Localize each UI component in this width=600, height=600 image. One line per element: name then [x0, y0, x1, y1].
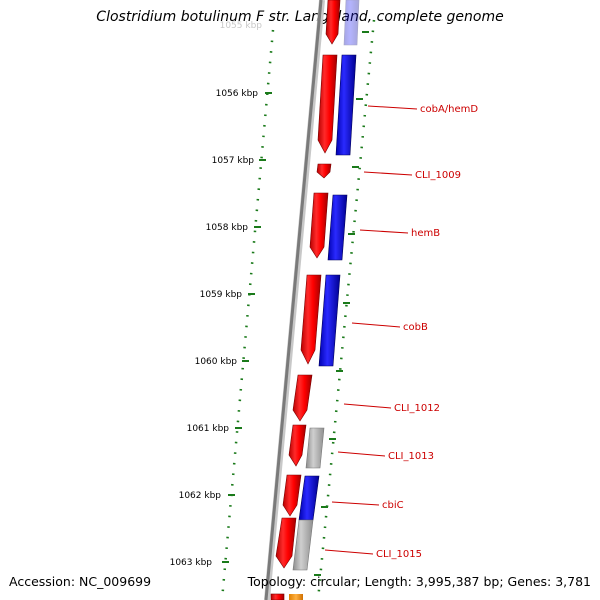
gene-arrow [316, 163, 332, 179]
cds-block [292, 519, 314, 571]
accession-text: Accession: NC_009699 [9, 574, 152, 589]
gene-arrow [275, 517, 297, 569]
gene-track [270, 0, 341, 600]
map-title: Clostridium botulinum F str. Langeland, … [96, 9, 504, 25]
kbp-label: 1057 kbp [212, 156, 255, 166]
gene-label-cli-1015: CLI_1015 [376, 549, 422, 560]
kbp-label: 1056 kbp [216, 89, 259, 99]
gene-label-cobB: cobB [403, 322, 428, 333]
cds-block [343, 0, 360, 46]
gene-label-cobA-hemD: cobA/hemD [420, 104, 478, 115]
gene-label-cli-1012: CLI_1012 [394, 403, 440, 414]
ruler-ticks [222, 31, 369, 576]
backbone [264, 0, 325, 600]
kbp-label: 1058 kbp [206, 223, 249, 233]
kbp-label: 1063 kbp [170, 558, 213, 568]
cds-block [327, 194, 348, 261]
gene-labels: cobA/hemD CLI_1009 hemB cobB CLI_1012 CL… [376, 104, 478, 560]
gene-arrow [292, 374, 313, 422]
gene-arrow [309, 192, 329, 259]
gene-arrow [300, 274, 322, 365]
gene-label-cli-1013: CLI_1013 [388, 451, 434, 462]
kbp-label: 1061 kbp [187, 424, 230, 434]
gene-leaders [324, 105, 418, 555]
cds-block [335, 54, 357, 156]
kbp-label: 1055 kbp [220, 21, 263, 31]
gene-label-cli-1009: CLI_1009 [415, 170, 461, 181]
cds-track [289, 0, 360, 600]
gene-label-cbiC: cbiC [382, 500, 404, 511]
cds-block [305, 427, 325, 469]
cds-block [318, 274, 341, 367]
gene-arrow [317, 54, 338, 154]
genome-info-text: Topology: circular; Length: 3,995,387 bp… [247, 574, 591, 589]
gene-label-hemB: hemB [411, 228, 440, 239]
kbp-label: 1060 kbp [195, 357, 238, 367]
gene-arrow [325, 0, 341, 45]
kbp-label: 1059 kbp [200, 290, 243, 300]
gene-arrow [288, 424, 307, 467]
ruler-labels: 1055 kbp 1056 kbp 1057 kbp 1058 kbp 1059… [170, 21, 263, 568]
gene-arrow [282, 474, 302, 517]
cds-block [298, 475, 320, 521]
kbp-label: 1062 kbp [179, 491, 222, 501]
